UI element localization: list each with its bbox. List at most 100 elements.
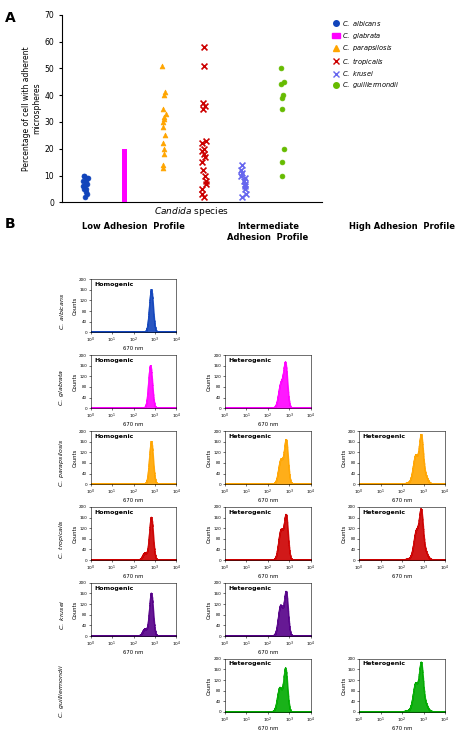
Point	[239, 159, 246, 171]
Point	[199, 188, 206, 200]
Text: $\it{C.\ tropicalis}$: $\it{C.\ tropicalis}$	[57, 519, 66, 559]
Point	[200, 41, 208, 53]
Point	[82, 183, 90, 195]
Text: Homogenic: Homogenic	[94, 282, 133, 287]
Point	[202, 175, 210, 187]
X-axis label: $\it{Candida}$ species: $\it{Candida}$ species	[155, 205, 229, 218]
Text: Heterogenic: Heterogenic	[363, 434, 406, 439]
Point	[82, 177, 90, 189]
Point	[160, 159, 167, 171]
Point	[198, 138, 205, 149]
X-axis label: 670 nm: 670 nm	[123, 574, 144, 579]
Point	[162, 108, 170, 120]
Point	[278, 92, 285, 104]
X-axis label: 670 nm: 670 nm	[123, 347, 144, 352]
Text: B: B	[5, 217, 15, 231]
Point	[160, 110, 168, 122]
Text: Heterogenic: Heterogenic	[363, 509, 406, 514]
Point	[80, 170, 88, 182]
Y-axis label: Counts: Counts	[73, 448, 78, 467]
Point	[82, 185, 90, 197]
Point	[202, 135, 210, 146]
Point	[201, 191, 208, 203]
Legend: $\it{C.\ albicans}$, $\it{C.\ glabrata}$, $\it{C.\ parapsilosis}$, $\it{C.\ trop: $\it{C.\ albicans}$, $\it{C.\ glabrata}$…	[331, 18, 400, 91]
Point	[198, 146, 206, 158]
Point	[80, 180, 88, 192]
Text: Homogenic: Homogenic	[94, 586, 133, 590]
Text: Heterogenic: Heterogenic	[228, 509, 272, 514]
Point	[80, 180, 87, 192]
Point	[281, 76, 288, 88]
Point	[82, 175, 90, 187]
Bar	[122, 149, 127, 202]
X-axis label: 670 nm: 670 nm	[258, 726, 278, 731]
Text: $\it{C.\ albicans}$: $\it{C.\ albicans}$	[58, 292, 66, 330]
Point	[281, 143, 288, 155]
Text: A: A	[5, 11, 16, 25]
Text: Heterogenic: Heterogenic	[363, 662, 406, 666]
Point	[81, 191, 89, 203]
Point	[279, 170, 286, 182]
Point	[200, 60, 208, 71]
Point	[237, 164, 245, 176]
Point	[159, 162, 167, 174]
Point	[242, 188, 249, 200]
Point	[83, 177, 91, 189]
Y-axis label: Counts: Counts	[73, 372, 78, 391]
Y-axis label: Percentage of cell with adherent
microspheres: Percentage of cell with adherent microsp…	[22, 46, 41, 171]
X-axis label: 670 nm: 670 nm	[123, 498, 144, 503]
X-axis label: 670 nm: 670 nm	[258, 498, 278, 503]
Point	[201, 170, 209, 182]
Text: Heterogenic: Heterogenic	[228, 662, 272, 666]
Text: $\it{C.\ glabrata}$: $\it{C.\ glabrata}$	[57, 368, 66, 406]
X-axis label: 670 nm: 670 nm	[392, 726, 412, 731]
Point	[160, 116, 167, 128]
Point	[161, 130, 169, 141]
Point	[200, 143, 208, 155]
Y-axis label: Counts: Counts	[207, 601, 212, 619]
Text: High Adhesion  Profile: High Adhesion Profile	[349, 222, 455, 231]
Point	[201, 100, 209, 112]
Point	[84, 172, 91, 184]
Point	[80, 183, 88, 195]
Text: Heterogenic: Heterogenic	[228, 434, 272, 439]
Point	[242, 172, 249, 184]
X-axis label: 670 nm: 670 nm	[258, 574, 278, 579]
Point	[83, 172, 91, 184]
X-axis label: 670 nm: 670 nm	[258, 650, 278, 655]
Point	[202, 177, 210, 189]
Point	[277, 79, 285, 91]
Point	[201, 151, 209, 163]
Point	[241, 177, 249, 189]
Y-axis label: Counts: Counts	[341, 676, 346, 695]
Point	[159, 121, 166, 133]
Y-axis label: Counts: Counts	[341, 448, 346, 467]
X-axis label: 670 nm: 670 nm	[392, 498, 412, 503]
Text: Homogenic: Homogenic	[94, 509, 133, 514]
Point	[241, 183, 248, 195]
Text: Homogenic: Homogenic	[94, 434, 133, 439]
Point	[240, 175, 247, 187]
Text: Heterogenic: Heterogenic	[228, 586, 272, 590]
X-axis label: 670 nm: 670 nm	[258, 422, 278, 428]
Text: $\it{C.\ guilliermondii}$: $\it{C.\ guilliermondii}$	[57, 664, 66, 718]
Point	[161, 87, 169, 99]
X-axis label: 670 nm: 670 nm	[392, 574, 412, 579]
Point	[199, 164, 207, 176]
X-axis label: 670 nm: 670 nm	[123, 422, 144, 428]
Point	[158, 60, 166, 71]
Point	[79, 175, 87, 187]
Point	[242, 180, 249, 192]
Y-axis label: Counts: Counts	[207, 676, 212, 695]
Point	[238, 191, 246, 203]
Text: Low Adhesion  Profile: Low Adhesion Profile	[82, 222, 185, 231]
Text: $\it{C.\ parapsilosis}$: $\it{C.\ parapsilosis}$	[57, 439, 66, 487]
Point	[161, 89, 168, 101]
Point	[238, 167, 246, 179]
Point	[160, 138, 167, 149]
Point	[84, 188, 91, 200]
Text: Heterogenic: Heterogenic	[228, 358, 272, 363]
Point	[277, 63, 284, 74]
Y-axis label: Counts: Counts	[73, 297, 78, 315]
Point	[160, 143, 168, 155]
